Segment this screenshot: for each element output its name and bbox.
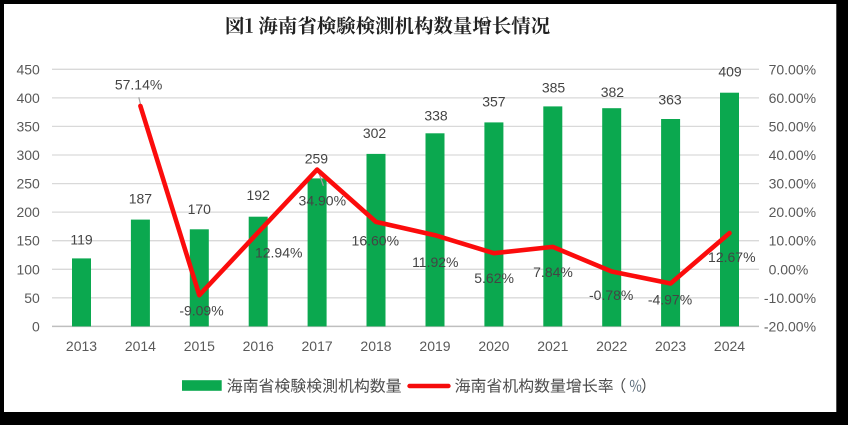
svg-text:30.00%: 30.00% xyxy=(769,176,816,192)
svg-text:302: 302 xyxy=(363,125,387,141)
svg-text:192: 192 xyxy=(247,187,271,203)
svg-text:2015: 2015 xyxy=(184,338,215,354)
svg-text:-4.97%: -4.97% xyxy=(648,291,692,307)
svg-text:450: 450 xyxy=(16,61,40,77)
svg-text:2022: 2022 xyxy=(596,338,627,354)
svg-text:7.84%: 7.84% xyxy=(533,264,573,280)
svg-text:50.00%: 50.00% xyxy=(769,118,816,134)
svg-text:409: 409 xyxy=(718,63,742,79)
svg-text:70.00%: 70.00% xyxy=(769,61,816,77)
svg-text:2018: 2018 xyxy=(360,338,391,354)
svg-text:2021: 2021 xyxy=(537,338,568,354)
svg-text:2014: 2014 xyxy=(125,338,156,354)
svg-text:2013: 2013 xyxy=(66,338,97,354)
svg-text:2016: 2016 xyxy=(243,338,274,354)
svg-text:-9.09%: -9.09% xyxy=(179,302,223,318)
svg-text:100: 100 xyxy=(16,261,40,277)
svg-text:2020: 2020 xyxy=(478,338,509,354)
svg-text:300: 300 xyxy=(16,147,40,163)
svg-text:2024: 2024 xyxy=(714,338,745,354)
svg-text:2019: 2019 xyxy=(419,338,450,354)
svg-text:-0.78%: -0.78% xyxy=(589,287,633,303)
svg-text:50: 50 xyxy=(24,290,40,306)
svg-text:250: 250 xyxy=(16,176,40,192)
svg-text:12.94%: 12.94% xyxy=(255,245,302,261)
svg-text:200: 200 xyxy=(16,204,40,220)
svg-text:385: 385 xyxy=(542,80,566,96)
svg-text:34.90%: 34.90% xyxy=(299,192,346,208)
svg-text:5.62%: 5.62% xyxy=(474,270,514,286)
svg-text:11.92%: 11.92% xyxy=(412,254,458,270)
svg-text:400: 400 xyxy=(16,90,40,106)
svg-text:20.00%: 20.00% xyxy=(769,204,816,220)
svg-text:350: 350 xyxy=(16,118,40,134)
svg-text:357: 357 xyxy=(482,94,506,110)
svg-text:338: 338 xyxy=(424,108,448,124)
svg-text:187: 187 xyxy=(129,191,153,207)
svg-text:0: 0 xyxy=(32,318,40,334)
svg-text:60.00%: 60.00% xyxy=(769,90,816,106)
svg-text:2023: 2023 xyxy=(655,338,686,354)
svg-text:40.00%: 40.00% xyxy=(769,147,816,163)
svg-text:259: 259 xyxy=(305,151,329,167)
svg-text:10.00%: 10.00% xyxy=(769,233,816,249)
svg-text:57.14%: 57.14% xyxy=(115,77,162,93)
svg-text:2017: 2017 xyxy=(302,338,333,354)
svg-text:150: 150 xyxy=(16,233,40,249)
svg-text:119: 119 xyxy=(70,232,93,248)
svg-text:0.00%: 0.00% xyxy=(769,261,809,277)
svg-text:16.60%: 16.60% xyxy=(352,233,399,249)
svg-text:170: 170 xyxy=(188,201,212,217)
svg-text:12.67%: 12.67% xyxy=(708,249,755,265)
svg-text:382: 382 xyxy=(601,84,625,100)
svg-text:-10.00%: -10.00% xyxy=(764,290,816,306)
svg-text:363: 363 xyxy=(658,91,682,107)
svg-text:-20.00%: -20.00% xyxy=(764,318,816,334)
